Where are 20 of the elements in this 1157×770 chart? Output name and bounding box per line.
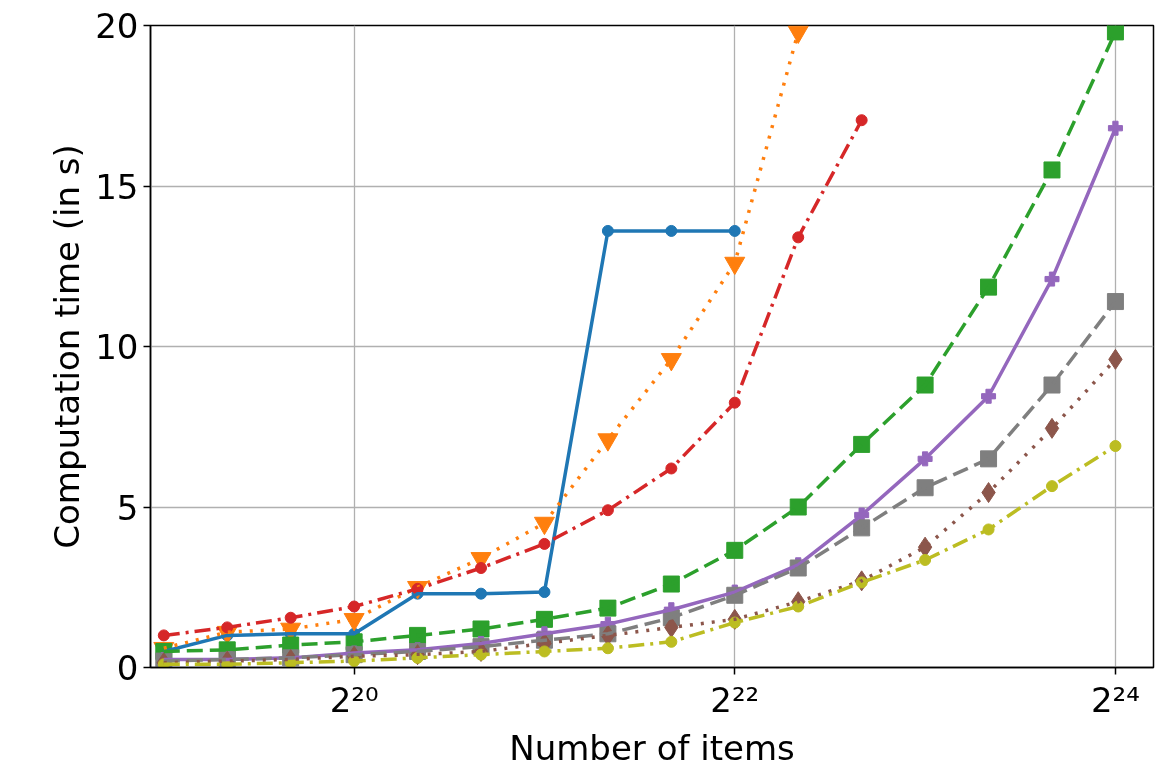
y-tick-label: 20 — [95, 6, 139, 46]
point — [1043, 161, 1061, 179]
y-tick-label: 5 — [116, 487, 139, 528]
point — [1044, 417, 1060, 439]
point — [472, 620, 490, 638]
x-tick-label: 2²² — [710, 679, 760, 720]
point — [538, 537, 551, 550]
point — [1106, 25, 1124, 41]
y-tick-label: 0 — [116, 648, 139, 688]
x-axis-title: Number of items — [509, 727, 795, 768]
point — [1043, 376, 1061, 394]
point — [599, 599, 617, 617]
x-tick-label: 2²⁴ — [1090, 679, 1140, 720]
point — [1045, 480, 1058, 493]
point — [980, 278, 998, 296]
point — [916, 376, 934, 394]
y-axis-title: Computation time (in s) — [47, 144, 88, 549]
y-tick-label: 10 — [95, 327, 139, 367]
y-tick-label: 15 — [95, 166, 139, 207]
x-tick-label: 2²⁰ — [329, 679, 379, 720]
